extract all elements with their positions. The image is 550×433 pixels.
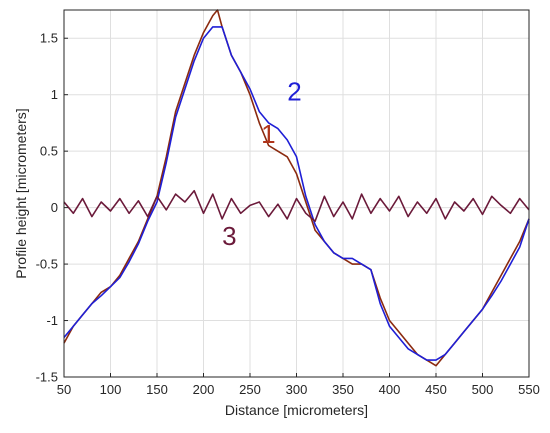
x-tick-label: 550	[518, 382, 540, 397]
series-line-2	[63, 26, 530, 361]
y-tick-label: -1	[46, 313, 58, 328]
grid	[63, 10, 530, 378]
x-axis-label: Distance [micrometers]	[225, 402, 368, 418]
y-tick-label: 0	[51, 200, 58, 215]
x-tick-label: 250	[239, 382, 261, 397]
x-tick-label: 450	[425, 382, 447, 397]
x-tick-label: 100	[100, 382, 122, 397]
y-tick-label: 1	[51, 87, 58, 102]
y-axis-label: Profile height [micrometers]	[13, 108, 29, 278]
y-tick-label: 0.5	[40, 144, 58, 159]
x-tick-label: 400	[379, 382, 401, 397]
y-tick-label: -1.5	[36, 370, 58, 385]
x-tick-label: 350	[332, 382, 354, 397]
series-group	[63, 9, 530, 367]
annotation-label: 2	[287, 76, 301, 106]
x-tick-label: 50	[57, 382, 71, 397]
annotation-label: 1	[261, 119, 275, 149]
x-axis-ticks: 50 100 150 200 250 300 350 400 450 500 550	[57, 373, 540, 397]
x-tick-label: 200	[193, 382, 215, 397]
annotations: 21 3	[222, 76, 302, 251]
x-tick-label: 500	[472, 382, 494, 397]
y-tick-label: -0.5	[36, 257, 58, 272]
series-line-3	[63, 189, 530, 222]
y-tick-label: 1.5	[40, 31, 58, 46]
annotation-label: 3	[222, 221, 236, 251]
x-tick-label: 150	[146, 382, 168, 397]
y-axis-ticks: -1.5 -1 -0.5 0 0.5 1 1.5	[36, 31, 68, 385]
x-tick-label: 300	[286, 382, 308, 397]
